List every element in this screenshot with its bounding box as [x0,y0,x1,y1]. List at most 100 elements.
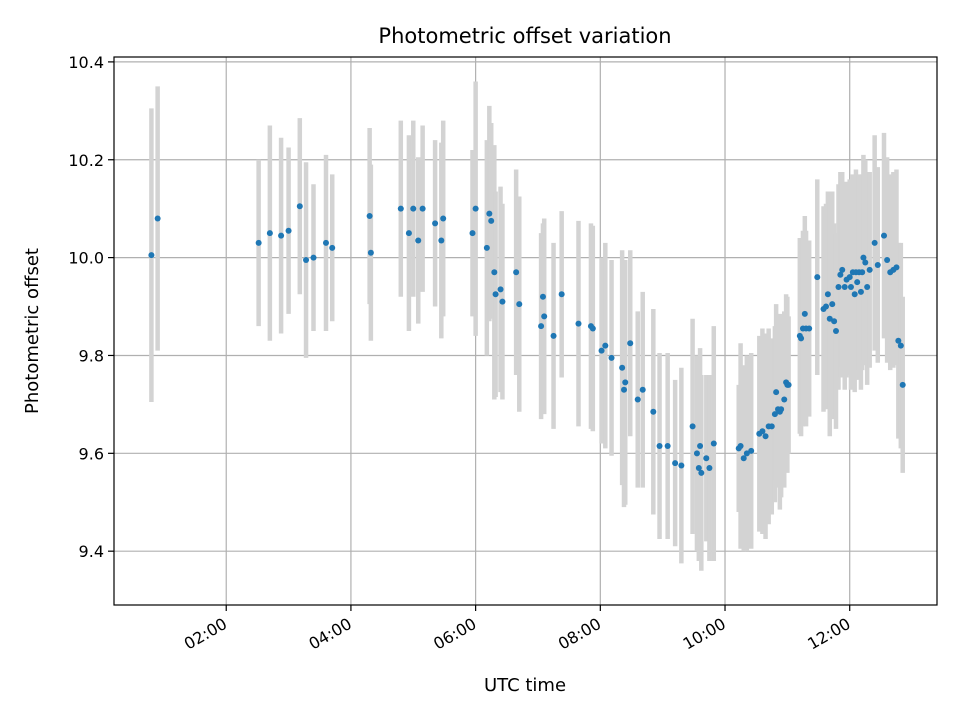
data-point [785,381,792,388]
data-point [854,279,861,286]
data-point [619,364,626,371]
data-point [472,205,479,212]
x-tick-label: 04:00 [305,614,354,654]
data-point [621,386,628,393]
data-point [415,237,422,244]
y-tick-label: 10.0 [68,249,104,268]
data-point [589,325,596,332]
data-point [874,261,881,268]
plot-frame [113,56,938,606]
data-point [693,450,700,457]
data-point [278,232,285,239]
data-point [837,271,844,278]
data-point [419,205,426,212]
data-point [438,237,445,244]
data-point [483,244,490,251]
data-point [486,210,493,217]
data-point [303,257,310,264]
data-point [743,450,750,457]
data-point [857,288,864,295]
data-point [893,264,900,271]
data-point [823,303,830,310]
data-point [550,332,557,339]
data-point [871,239,878,246]
data-point [748,447,755,454]
y-tick-label: 9.4 [79,542,104,561]
data-point [759,428,766,435]
data-point [703,455,710,462]
data-point [492,291,499,298]
data-point [781,396,788,403]
data-point [154,215,161,222]
data-point [541,313,548,320]
data-point [697,442,704,449]
data-point [608,354,615,361]
data-point [664,442,671,449]
x-tick-label: 06:00 [430,614,479,654]
data-point [538,323,545,330]
y-axis-label: Photometric offset [22,248,43,414]
data-point [762,433,769,440]
data-point [798,335,805,342]
data-point [806,325,813,332]
chart-title: Photometric offset variation [378,24,671,48]
data-point [329,244,336,251]
data-point [499,298,506,305]
data-point [778,406,785,413]
data-point [773,389,780,396]
data-point [851,291,858,298]
data-point [656,442,663,449]
data-point [884,257,891,264]
data-point [497,286,504,293]
x-tick-label: 02:00 [181,614,230,654]
data-points [148,203,906,476]
data-point [835,283,842,290]
data-point [296,203,303,210]
data-point [488,217,495,224]
error-bars [149,81,905,571]
data-point [862,259,869,266]
data-point [864,283,871,290]
y-tick-label: 9.8 [79,346,104,365]
data-point [710,440,717,447]
data-point [491,269,498,276]
y-tick-label: 10.2 [68,151,104,170]
x-tick-label: 08:00 [555,614,604,654]
data-point [397,205,404,212]
data-point [440,215,447,222]
data-point [366,213,373,220]
data-point [622,379,629,386]
data-point [832,328,839,334]
data-point [410,205,417,212]
data-point [310,254,317,261]
x-axis-label: UTC time [484,675,566,696]
data-point [558,291,565,298]
data-point [678,462,685,469]
data-point [689,423,696,430]
data-point [367,249,374,256]
data-point [824,291,831,298]
data-point [768,423,775,430]
y-axis-ticks: 9.4 9.6 9.8 10.0 10.2 10.4 [68,53,114,561]
data-point [639,386,646,393]
data-point [899,381,906,388]
data-point [846,274,853,281]
data-point [740,455,747,462]
x-tick-label: 10:00 [680,614,729,654]
data-point [706,465,713,471]
data-point [539,293,546,300]
data-point [860,254,867,261]
data-point [627,340,634,347]
data-point [829,301,836,308]
data-point [801,310,808,317]
data-point [513,269,520,276]
data-point [814,274,821,281]
data-point [847,283,854,290]
x-axis-ticks: 02:00 04:00 06:00 08:00 10:00 12:00 [181,605,854,654]
data-point [266,230,273,237]
y-tick-label: 9.6 [79,444,104,463]
data-point [831,318,838,325]
data-point [650,408,657,415]
y-tick-label: 10.4 [68,53,104,72]
data-point [598,347,605,354]
